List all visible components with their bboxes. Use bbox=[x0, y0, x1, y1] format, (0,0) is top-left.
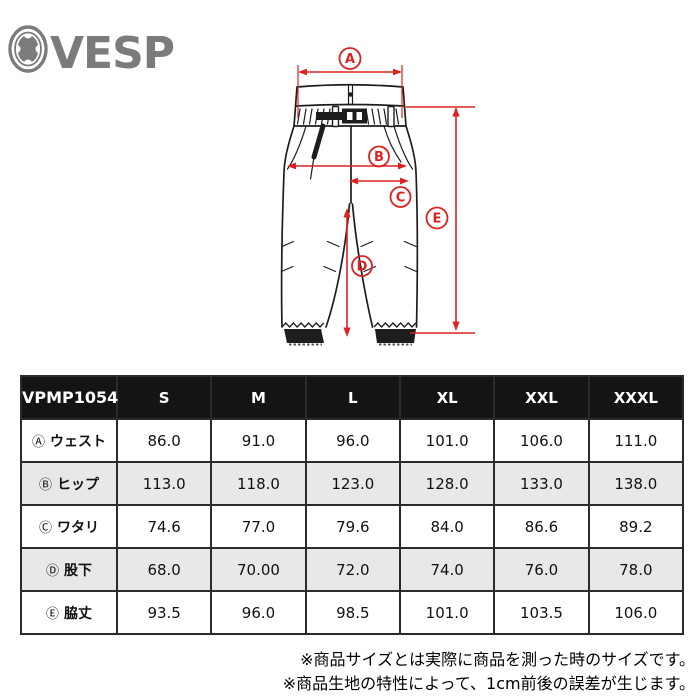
cell: 106.0 bbox=[587, 590, 685, 635]
size-header-m: M bbox=[210, 375, 307, 420]
size-header-xxl: XXL bbox=[493, 375, 590, 420]
hem-stitch-left bbox=[281, 322, 325, 328]
brand-name: VESP bbox=[50, 28, 174, 78]
mark-c: C bbox=[396, 191, 406, 206]
dimension-annotations: A B C D E bbox=[287, 47, 475, 337]
row-mark: Ⓒ bbox=[38, 520, 52, 536]
shirring-right bbox=[365, 108, 400, 125]
cell: 93.5 bbox=[115, 590, 213, 635]
cell: 138.0 bbox=[587, 461, 685, 506]
dimension-e-line bbox=[406, 106, 475, 334]
size-header-xl: XL bbox=[398, 375, 496, 420]
pants-measurement-diagram: A B C D E bbox=[280, 47, 475, 346]
left-inseam bbox=[325, 203, 351, 328]
row-mark: Ⓔ bbox=[45, 606, 59, 622]
row-label: Ⓓ 股下 bbox=[20, 547, 118, 592]
size-header-l: L bbox=[304, 375, 401, 420]
mark-a-circle bbox=[338, 47, 362, 70]
drawstring bbox=[311, 123, 326, 160]
cell: 70.00 bbox=[210, 547, 307, 592]
pants-outline bbox=[280, 83, 419, 346]
cell: 86.0 bbox=[115, 418, 213, 463]
table-row-side-length: Ⓔ 脇丈 93.5 96.0 98.5 101.0 103.5 106.0 bbox=[20, 590, 685, 635]
cell: 74.0 bbox=[398, 547, 496, 592]
cell: 74.6 bbox=[115, 504, 213, 549]
table-row-waist: Ⓐ ウェスト 86.0 91.0 96.0 101.0 106.0 111.0 bbox=[20, 418, 685, 463]
cell: 133.0 bbox=[493, 461, 590, 506]
row-label: Ⓔ 脇丈 bbox=[20, 590, 118, 635]
table-row-thigh: Ⓒ ワタリ 74.6 77.0 79.6 84.0 86.6 89.2 bbox=[20, 504, 685, 549]
waist-button bbox=[348, 92, 353, 97]
row-mark: Ⓓ bbox=[45, 563, 59, 579]
size-table: VPMP1054 S M L XL XXL XXXL Ⓐ ウェスト 86.0 91… bbox=[20, 375, 685, 635]
belt-buckle bbox=[342, 108, 367, 124]
cell: 111.0 bbox=[587, 418, 685, 463]
row-label: Ⓑ ヒップ bbox=[20, 461, 118, 506]
cell: 118.0 bbox=[210, 461, 307, 506]
mark-d: D bbox=[357, 260, 368, 275]
belt-webbing bbox=[316, 112, 342, 120]
mark-c-circle bbox=[389, 186, 412, 208]
cell: 113.0 bbox=[115, 461, 213, 506]
table-header-row: VPMP1054 S M L XL XXL XXXL bbox=[20, 375, 685, 420]
cell: 103.5 bbox=[493, 590, 590, 635]
right-pocket bbox=[393, 125, 414, 170]
mark-e-circle bbox=[425, 206, 449, 230]
cell: 79.6 bbox=[304, 504, 401, 549]
left-pocket bbox=[286, 125, 307, 170]
mark-d-circle bbox=[351, 255, 373, 277]
cell: 78.0 bbox=[587, 547, 685, 592]
cell: 98.5 bbox=[304, 590, 401, 635]
cell: 101.0 bbox=[398, 418, 496, 463]
right-outseam bbox=[405, 125, 419, 328]
row-label: Ⓒ ワタリ bbox=[20, 504, 118, 549]
cell: 89.2 bbox=[587, 504, 685, 549]
belt-loop-right bbox=[387, 105, 395, 128]
footnote-line-1: ※商品サイズとは実際に商品を測った時のサイズです。 bbox=[300, 650, 695, 669]
cell: 72.0 bbox=[304, 547, 401, 592]
left-outseam bbox=[280, 125, 295, 328]
mark-b: B bbox=[374, 150, 384, 165]
cell: 84.0 bbox=[398, 504, 496, 549]
footnote-line-2: ※商品生地の特性によって、1cm前後の誤差が生じます。 bbox=[282, 674, 695, 693]
model-code: VPMP1054 bbox=[20, 375, 118, 420]
right-inseam bbox=[351, 203, 374, 328]
vesp-emblem-icon bbox=[8, 25, 48, 73]
knee-notches bbox=[280, 240, 418, 273]
cell: 96.0 bbox=[304, 418, 401, 463]
cell: 123.0 bbox=[304, 461, 401, 506]
hem-stitch-right bbox=[373, 322, 417, 328]
table-row-inseam: Ⓓ 股下 68.0 70.00 72.0 74.0 76.0 78.0 bbox=[20, 547, 685, 592]
cuff-left bbox=[284, 329, 324, 343]
row-mark: Ⓑ bbox=[38, 477, 52, 493]
footnotes: ※商品サイズとは実際に商品を測った時のサイズです。 ※商品生地の特性によって、1… bbox=[0, 648, 695, 696]
cell: 128.0 bbox=[398, 461, 496, 506]
cell: 86.6 bbox=[493, 504, 590, 549]
cell: 68.0 bbox=[115, 547, 213, 592]
cell: 77.0 bbox=[210, 504, 307, 549]
table-row-hip: Ⓑ ヒップ 113.0 118.0 123.0 128.0 133.0 138.0 bbox=[20, 461, 685, 506]
row-mark: Ⓐ bbox=[31, 434, 45, 450]
cell: 91.0 bbox=[210, 418, 307, 463]
waistband bbox=[293, 83, 407, 127]
row-label: Ⓐ ウェスト bbox=[20, 418, 118, 463]
cell: 101.0 bbox=[398, 590, 496, 635]
cell: 76.0 bbox=[493, 547, 590, 592]
size-header-s: S bbox=[115, 375, 213, 420]
cuff-right bbox=[375, 329, 416, 343]
mark-e: E bbox=[433, 212, 442, 227]
cell: 96.0 bbox=[210, 590, 307, 635]
cell: 106.0 bbox=[493, 418, 590, 463]
mark-b-circle bbox=[368, 145, 390, 168]
mark-a: A bbox=[345, 52, 355, 67]
size-header-xxxl: XXXL bbox=[587, 375, 685, 420]
vesp-logo: VESP bbox=[8, 25, 175, 78]
